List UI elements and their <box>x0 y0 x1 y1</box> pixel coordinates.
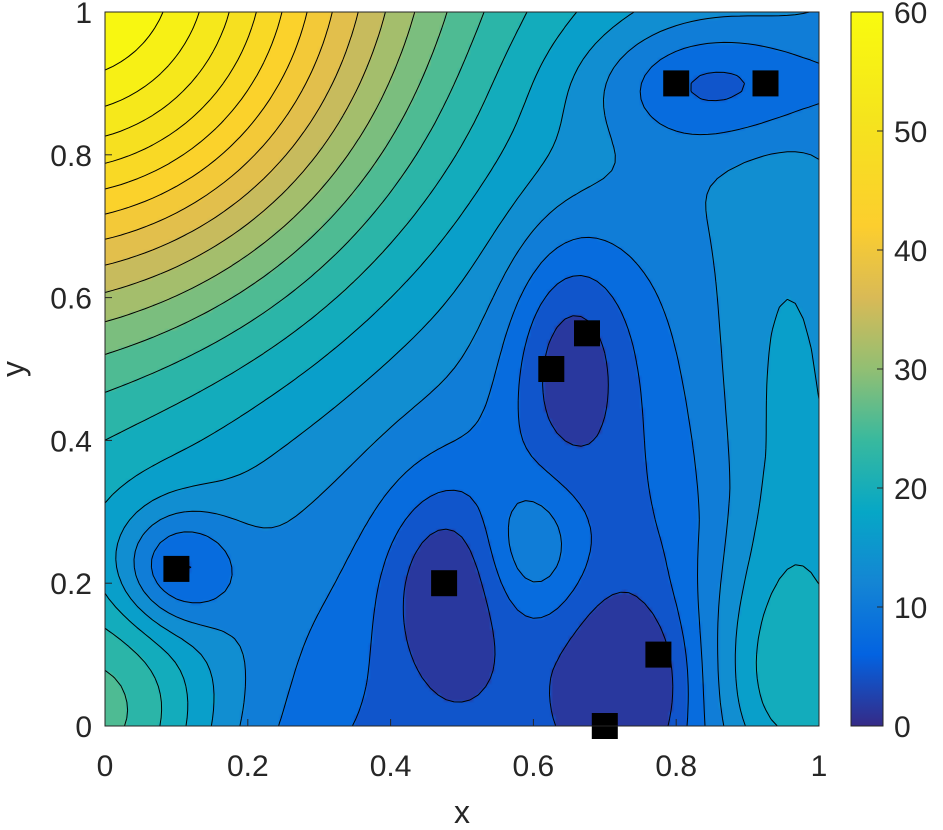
contour-line <box>105 12 164 71</box>
contour-line <box>105 12 257 164</box>
contour-line <box>105 12 485 726</box>
y-tick-label: 1 <box>75 0 92 30</box>
contour-lines <box>105 12 819 726</box>
y-axis-label: y <box>0 361 31 377</box>
y-tick-label: 0 <box>75 711 92 744</box>
y-tick-label: 0.6 <box>50 283 92 316</box>
x-tick-label: 0 <box>97 750 114 783</box>
contour-line <box>105 12 333 240</box>
x-tick-label: 0.4 <box>370 750 412 783</box>
contour-line <box>105 12 283 190</box>
contour-line <box>105 12 448 355</box>
y-axis: 0 0.2 0.4 0.6 0.8 1 <box>50 0 112 744</box>
colorbar-tick-label: 10 <box>894 592 927 625</box>
data-marker <box>752 70 779 97</box>
contour-line <box>105 12 230 137</box>
plot-frame <box>104 11 820 727</box>
data-marker <box>163 555 190 582</box>
contour-line <box>105 12 308 215</box>
contour-line <box>105 12 359 266</box>
colorbar-ticks: 0 10 20 30 40 50 60 <box>877 0 927 744</box>
data-marker <box>538 356 565 382</box>
colorbar-tick-label: 30 <box>894 354 927 387</box>
colorbar-tick-label: 50 <box>894 116 927 149</box>
colorbar-tick-label: 0 <box>894 711 911 744</box>
y-tick-label: 0.2 <box>50 568 92 601</box>
data-marker <box>574 320 600 347</box>
contour-line <box>105 12 200 107</box>
x-tick-label: 1 <box>811 750 828 783</box>
plot-area <box>104 11 820 739</box>
colorbar: 0 10 20 30 40 50 60 <box>850 0 927 744</box>
contour-line <box>105 12 528 726</box>
y-tick-label: 0.4 <box>50 425 92 458</box>
x-axis: 0 0.2 0.4 0.6 0.8 1 <box>97 719 828 783</box>
data-marker <box>645 641 672 668</box>
contour-line <box>181 71 745 726</box>
data-marker <box>663 70 690 97</box>
x-tick-label: 0.6 <box>513 750 555 783</box>
contour-line <box>133 12 819 726</box>
contour-line <box>105 12 416 323</box>
contour-fill <box>105 12 819 726</box>
marker-layer <box>163 70 779 739</box>
contour-line <box>105 12 819 726</box>
contour-line <box>115 12 819 726</box>
x-axis-label: x <box>454 794 470 830</box>
colorbar-tick-label: 40 <box>894 235 927 268</box>
colorbar-tick-label: 20 <box>894 473 927 506</box>
data-marker <box>431 570 458 597</box>
x-tick-label: 0.2 <box>227 750 269 783</box>
contour-line <box>150 41 819 726</box>
contour-line <box>105 12 386 293</box>
x-tick-label: 0.8 <box>655 750 697 783</box>
colorbar-tick-label: 60 <box>894 0 927 30</box>
y-tick-label: 0.8 <box>50 140 92 173</box>
